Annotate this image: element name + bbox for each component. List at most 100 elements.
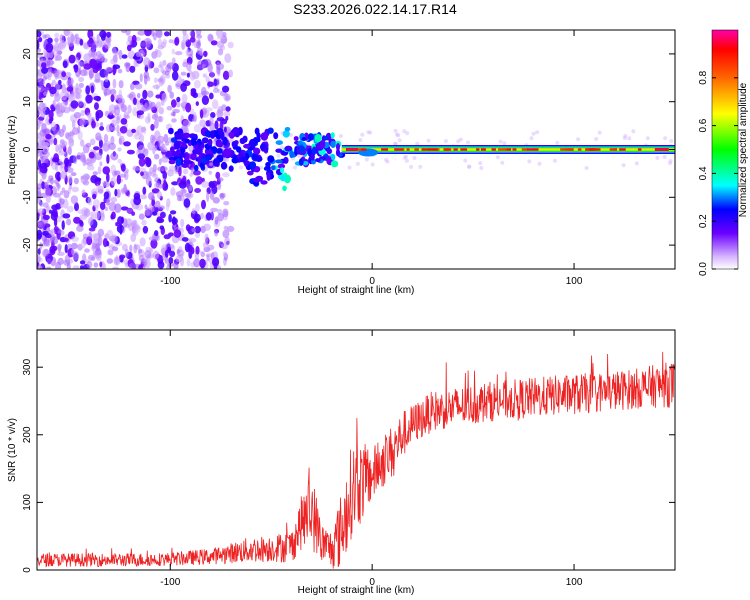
spectrogram-noise-cell: [106, 154, 110, 164]
snr-y-tick-label: 200: [22, 426, 33, 443]
spectrogram-noise-cell: [140, 257, 145, 265]
spectrogram-noise-cell: [154, 153, 160, 160]
spectrogram-noise-cell: [196, 41, 201, 49]
spectrogram-signal-cell: [220, 131, 225, 141]
spectrogram-noise-cell: [162, 170, 167, 180]
spectrogram-noise-cell: [91, 120, 96, 129]
spectrogram-noise-cell: [112, 78, 117, 89]
spectrogram-x-tick-label: -100: [160, 276, 180, 287]
spectrogram-noise-cell: [99, 261, 103, 268]
spectrogram-noise-cell: [370, 162, 375, 167]
spectrogram-signal-cell: [238, 152, 244, 158]
spectrogram-noise-cell: [200, 212, 205, 220]
spectrogram-signal-cell: [320, 139, 326, 149]
spectrogram-noise-cell: [144, 209, 151, 216]
spectrogram-noise-cell: [121, 30, 127, 34]
spectrogram-noise-cell: [118, 49, 123, 60]
spectrogram-signal-cell: [179, 153, 187, 158]
spectrogram-noise-cell: [117, 68, 123, 74]
spectrogram-peak-cell: [532, 148, 539, 151]
spectrogram-signal-cell: [236, 146, 242, 153]
spectrogram-noise-cell: [92, 250, 96, 260]
spectrogram-noise-cell: [38, 102, 46, 111]
spectrogram-signal-cell: [260, 132, 269, 141]
spectrogram-noise-cell: [132, 166, 141, 171]
spectrogram-noise-cell: [192, 92, 198, 99]
spectrogram-peak-cell: [619, 148, 626, 151]
spectrogram-noise-cell: [228, 69, 233, 78]
spectrogram-noise-cell: [79, 38, 84, 46]
spectrogram-signal-cell: [242, 135, 248, 143]
spectrogram-signal-cell: [253, 147, 261, 155]
spectrogram-noise-cell: [86, 161, 94, 167]
spectrogram-noise-cell: [66, 86, 74, 92]
spectrogram-noise-cell: [216, 77, 220, 87]
spectrogram-noise-cell: [409, 164, 414, 169]
spectrogram-noise-cell: [103, 79, 111, 89]
spectrogram-noise-cell: [151, 211, 158, 216]
spectrogram-noise-cell: [95, 132, 102, 141]
spectrogram-noise-cell: [214, 230, 219, 237]
spectrogram-noise-cell: [97, 228, 105, 237]
spectrogram-noise-cell: [171, 57, 176, 65]
spectrogram-noise-cell: [42, 214, 50, 220]
colorbar-tick-label: 0.0: [698, 262, 709, 276]
snr-axes: -100 0 100 0 100 200 300: [22, 330, 675, 588]
spectrogram-signal-cell: [259, 143, 267, 151]
spectrogram-noise-cell: [120, 187, 129, 193]
spectrogram-noise-cell: [139, 167, 146, 172]
spectrogram-noise-cell: [138, 49, 145, 58]
spectrogram-noise-cell: [67, 146, 72, 156]
spectrogram-noise-cell: [205, 212, 212, 221]
spectrogram-noise-cell: [71, 236, 79, 242]
spectrogram-noise-cell: [75, 82, 79, 93]
spectrogram-noise-cell: [73, 216, 81, 224]
spectrogram-signal-cell: [217, 141, 223, 148]
spectrogram-noise-cell: [146, 171, 152, 177]
spectrogram-noise-cell: [63, 30, 70, 37]
spectrogram-noise-cell: [72, 265, 80, 269]
spectrogram-noise-cell: [136, 125, 144, 135]
spectrogram-peak-cell: [453, 148, 458, 151]
spectrogram-peak-cell: [414, 148, 419, 151]
spectrogram-noise-cell: [88, 231, 93, 240]
spectrogram-noise-cell: [222, 208, 229, 218]
spectrogram-signal-cell: [280, 167, 285, 174]
snr-frame: [36, 329, 676, 571]
spectrogram-signal-cell: [289, 150, 294, 159]
spectrogram-noise-cell: [114, 50, 120, 56]
spectrogram-noise-cell: [105, 68, 109, 76]
spectrogram-noise-cell: [132, 107, 138, 117]
spectrogram-noise-cell: [127, 35, 134, 43]
spectrogram-noise-cell: [180, 82, 188, 92]
spectrogram-noise-cell: [95, 109, 104, 119]
spectrogram-noise-cell: [64, 244, 68, 254]
spectrogram-signal-cell: [297, 140, 303, 145]
spectrogram-noise-cell: [57, 50, 62, 56]
spectrogram-noise-cell: [529, 136, 534, 141]
spectrogram-noise-cell: [94, 102, 99, 110]
spectrogram-signal-cell: [231, 157, 239, 164]
spectrogram-noise-cell: [137, 30, 146, 36]
spectrogram-signal-cell: [336, 143, 340, 151]
spectrogram-noise-cell: [209, 162, 214, 167]
spectrogram-signal-cell: [200, 153, 206, 159]
spectrogram-noise-cell: [76, 152, 82, 161]
spectrogram-noise-cell: [199, 258, 206, 269]
spectrogram-noise-cell: [297, 154, 302, 158]
spectrogram-noise-cell: [37, 85, 45, 93]
spectrogram-noise-cell: [655, 155, 660, 160]
spectrogram-noise-cell: [205, 253, 213, 258]
spectrogram-noise-cell: [66, 262, 71, 269]
spectrogram-noise-cell: [49, 245, 56, 256]
spectrogram-noise-cell: [185, 49, 191, 57]
spectrogram-noise-cell: [138, 248, 143, 254]
spectrogram-peak-cell: [585, 148, 591, 151]
spectrogram-noise-cell: [93, 95, 101, 101]
spectrogram-noise-cell: [415, 141, 420, 146]
spectrogram-noise-cell: [61, 71, 67, 78]
spectrogram-noise-cell: [79, 214, 88, 220]
spectrogram-noise-cell: [37, 208, 45, 214]
spectrogram-noise-cell: [171, 48, 175, 55]
